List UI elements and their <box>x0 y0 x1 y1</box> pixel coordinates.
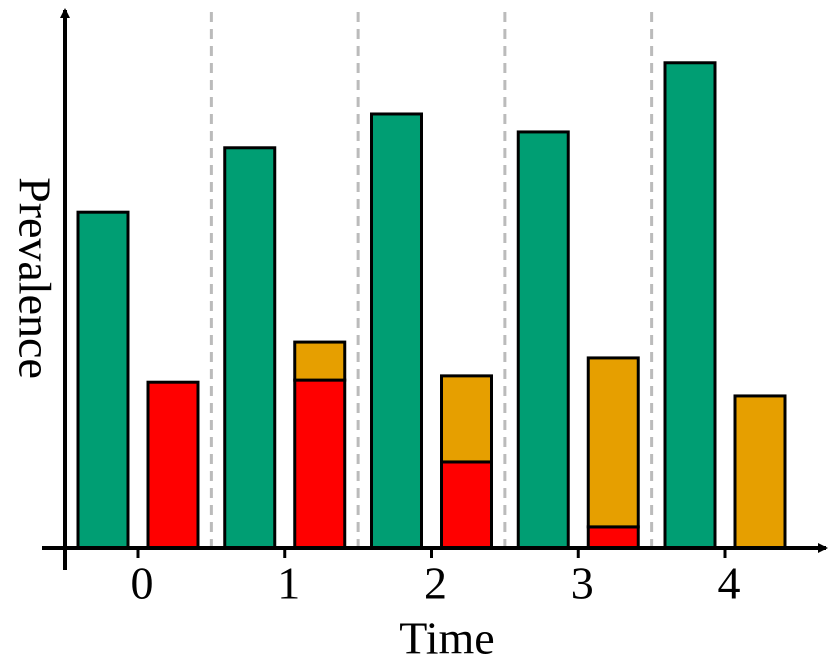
bar <box>516 130 570 550</box>
x-tick-label: 0 <box>131 558 154 609</box>
bar <box>586 525 640 550</box>
bar <box>733 394 787 550</box>
bar <box>146 380 200 550</box>
bar <box>663 61 717 550</box>
bars <box>76 61 787 550</box>
bar <box>76 210 130 550</box>
bar <box>370 112 423 550</box>
x-tick-label: 3 <box>571 558 594 609</box>
bar <box>586 356 640 529</box>
bar <box>440 374 493 464</box>
x-tick-label: 1 <box>277 558 300 609</box>
separators <box>209 12 654 548</box>
bar <box>223 146 277 550</box>
y-axis-label: Prevalence <box>9 177 60 379</box>
bar <box>440 460 493 550</box>
bar <box>293 378 347 550</box>
bar <box>293 340 347 382</box>
x-tick-label: 4 <box>718 558 741 609</box>
x-tick-label: 2 <box>424 558 447 609</box>
x-axis-label: Time <box>399 613 494 664</box>
